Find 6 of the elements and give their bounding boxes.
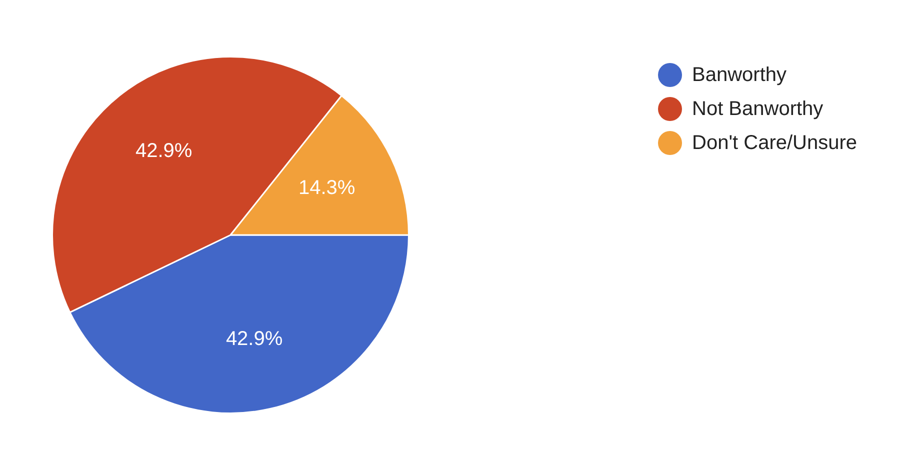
data-label: 14.3%	[298, 177, 356, 200]
data-label: 42.9%	[226, 328, 283, 350]
legend-label: Not Banworthy	[692, 98, 824, 120]
legend-label: Don't Care/Unsure	[692, 132, 857, 154]
data-label: 42.9%	[135, 140, 192, 162]
legend-label: Banworthy	[692, 64, 786, 86]
